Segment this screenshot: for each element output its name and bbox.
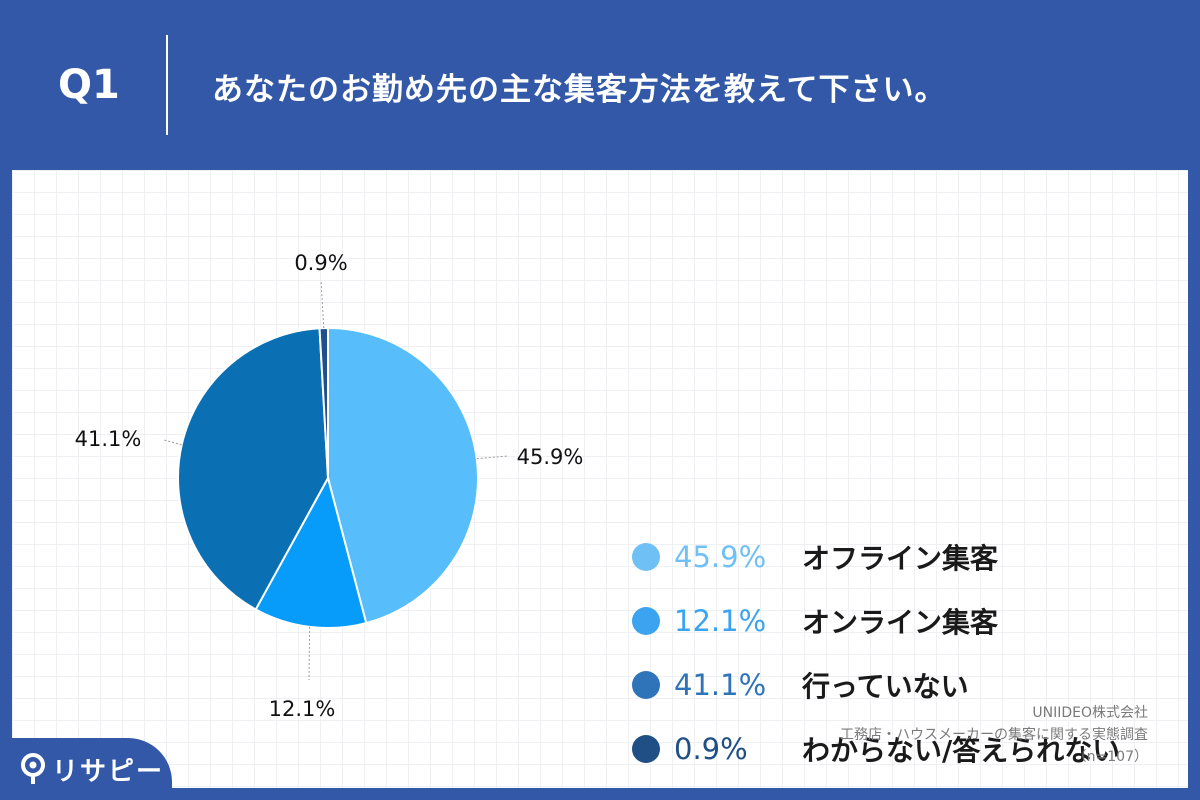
- source-survey: 工務店・ハウスメーカーの集客に関する実態調査: [840, 727, 1148, 743]
- legend-percentage: 0.9%: [674, 732, 748, 766]
- legend-percentage: 45.9%: [674, 540, 767, 574]
- legend-item-3: 41.1% 行っていない: [632, 653, 1120, 717]
- legend-item-1: 45.9% オフライン集客: [632, 525, 1120, 589]
- pie-slice-2: [254, 475, 368, 629]
- legend-label: わからない/答えられない: [802, 734, 1121, 767]
- map-pin-icon: [21, 753, 45, 784]
- header: Q1 あなたのお勤め先の主な集客方法を教えて下さい。: [0, 0, 1200, 170]
- source-note: UNIIDEO株式会社 工務店・ハウスメーカーの集客に関する実態調査 （n=10…: [840, 702, 1148, 768]
- legend-label: オフライン集客: [802, 542, 999, 575]
- legend-swatch: [632, 735, 660, 763]
- legend-swatch: [632, 607, 660, 635]
- legend-percentage: 12.1%: [674, 604, 767, 638]
- legend-percentage: 41.1%: [674, 668, 767, 702]
- pie-slice-4: [318, 326, 329, 479]
- chart-panel: 45.9% 12.1% 41.1% 0.9% 45.9% オフライン集客 12.1% オンラ…: [12, 170, 1188, 788]
- legend-label: オンライン集客: [802, 606, 999, 639]
- leader-line-3: [163, 439, 182, 446]
- source-company: UNIIDEO株式会社: [1032, 705, 1148, 721]
- data-label-3: 41.1%: [75, 427, 142, 451]
- pie-slice-1: [327, 326, 479, 625]
- leader-line-4: [320, 279, 325, 329]
- logo-text: リサピー: [52, 756, 165, 787]
- chart-legend: 45.9% オフライン集客 12.1% オンライン集客 41.1% 行っていない 0.9% わ…: [632, 525, 1120, 781]
- header-divider: [166, 35, 168, 135]
- legend-item-2: 12.1% オンライン集客: [632, 589, 1120, 653]
- pie-chart: 45.9% 12.1% 41.1% 0.9%: [75, 251, 584, 721]
- legend-item-4: 0.9% わからない/答えられない: [632, 717, 1120, 781]
- data-label-1: 45.9%: [517, 445, 584, 469]
- legend-swatch: [632, 671, 660, 699]
- data-label-4: 0.9%: [294, 251, 347, 275]
- pie-slice-3: [177, 327, 330, 611]
- question-number: Q1: [58, 62, 120, 108]
- legend-swatch: [632, 543, 660, 571]
- legend-label: 行っていない: [802, 670, 969, 703]
- brand-logo: リサピー: [0, 738, 172, 800]
- source-sample-size: （n=107）: [1072, 749, 1148, 765]
- leader-line-2: [308, 626, 311, 681]
- data-label-2: 12.1%: [269, 697, 336, 721]
- question-text: あなたのお勤め先の主な集客方法を教えて下さい。: [212, 72, 947, 108]
- leader-line-1: [476, 455, 509, 460]
